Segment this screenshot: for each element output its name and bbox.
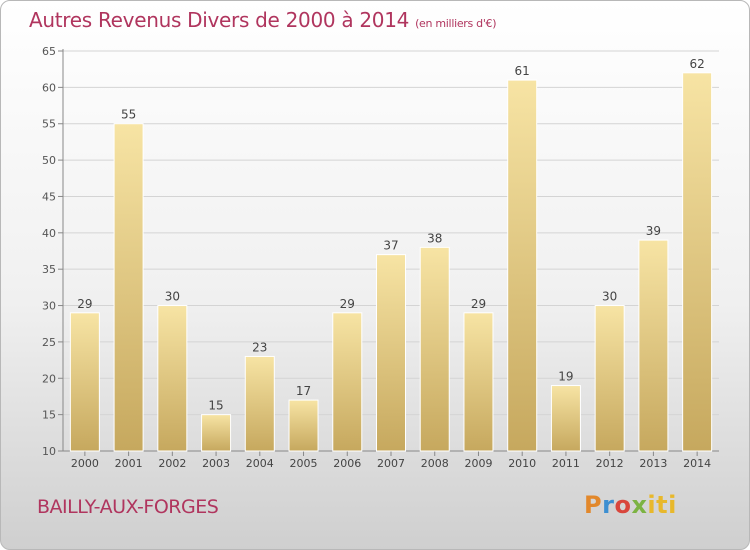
- chart-title-text: Autres Revenus Divers de 2000 à 2014: [29, 8, 410, 32]
- bar: [638, 239, 669, 452]
- y-tick-label: 55: [42, 118, 56, 131]
- bar: [507, 79, 538, 452]
- y-tick-label: 20: [42, 372, 56, 385]
- proxiti-logo: Proxiti: [584, 491, 677, 519]
- data-label: 19: [558, 370, 573, 384]
- logo-letter: r: [602, 491, 615, 519]
- bar: [376, 254, 406, 452]
- data-label: 29: [340, 297, 355, 311]
- logo-letter: o: [614, 491, 632, 519]
- x-tick-label: 2006: [333, 457, 361, 470]
- x-tick-label: 2011: [552, 457, 580, 470]
- logo-letter: P: [584, 491, 603, 519]
- y-tick-label: 10: [42, 445, 56, 458]
- y-tick-label: 25: [42, 336, 56, 349]
- x-tick-label: 2001: [115, 457, 143, 470]
- bar: [288, 399, 319, 452]
- bar: [69, 312, 100, 452]
- y-tick-label: 45: [42, 190, 56, 203]
- bar: [419, 246, 450, 452]
- y-tick-label: 30: [42, 300, 56, 313]
- y-tick-label: 50: [42, 154, 56, 167]
- x-tick-label: 2008: [421, 457, 449, 470]
- data-label: 38: [427, 231, 442, 245]
- x-tick-label: 2012: [596, 457, 624, 470]
- logo-letter: iti: [647, 491, 677, 519]
- bar: [682, 72, 713, 452]
- y-tick-label: 65: [42, 45, 56, 58]
- data-label: 29: [77, 297, 92, 311]
- x-tick-label: 2010: [508, 457, 536, 470]
- bar: [550, 385, 581, 452]
- bar: [201, 414, 232, 452]
- bar: [113, 123, 144, 452]
- x-tick-label: 2004: [246, 457, 274, 470]
- unit-note: (en milliers d'€): [415, 17, 497, 30]
- y-tick-label: 60: [42, 81, 56, 94]
- bar: [157, 305, 188, 452]
- data-label: 17: [296, 384, 311, 398]
- data-label: 30: [602, 290, 617, 304]
- data-label: 37: [383, 239, 398, 253]
- y-tick-label: 40: [42, 227, 56, 240]
- data-label: 55: [121, 108, 136, 122]
- place-name: BAILLY-AUX-FORGES: [37, 496, 219, 518]
- x-tick-label: 2003: [202, 457, 230, 470]
- x-tick-label: 2014: [683, 457, 711, 470]
- x-tick-label: 2009: [464, 457, 492, 470]
- data-label: 15: [208, 399, 223, 413]
- bar: [594, 305, 625, 452]
- logo-letter: x: [631, 491, 648, 519]
- data-label: 23: [252, 340, 267, 354]
- x-tick-label: 2005: [290, 457, 318, 470]
- y-tick-label: 15: [42, 409, 56, 422]
- data-label: 29: [471, 297, 486, 311]
- chart-title: Autres Revenus Divers de 2000 à 2014 (en …: [29, 8, 497, 32]
- x-tick-label: 2000: [71, 457, 99, 470]
- y-tick-label: 35: [42, 263, 56, 276]
- x-tick-label: 2013: [639, 457, 667, 470]
- data-label: 62: [689, 57, 704, 71]
- data-label: 30: [165, 290, 180, 304]
- bar: [244, 355, 275, 452]
- data-label: 39: [646, 224, 661, 238]
- bar: [463, 312, 494, 452]
- x-tick-label: 2007: [377, 457, 405, 470]
- bar: [332, 312, 363, 452]
- x-tick-label: 2002: [158, 457, 186, 470]
- data-label: 61: [515, 64, 530, 78]
